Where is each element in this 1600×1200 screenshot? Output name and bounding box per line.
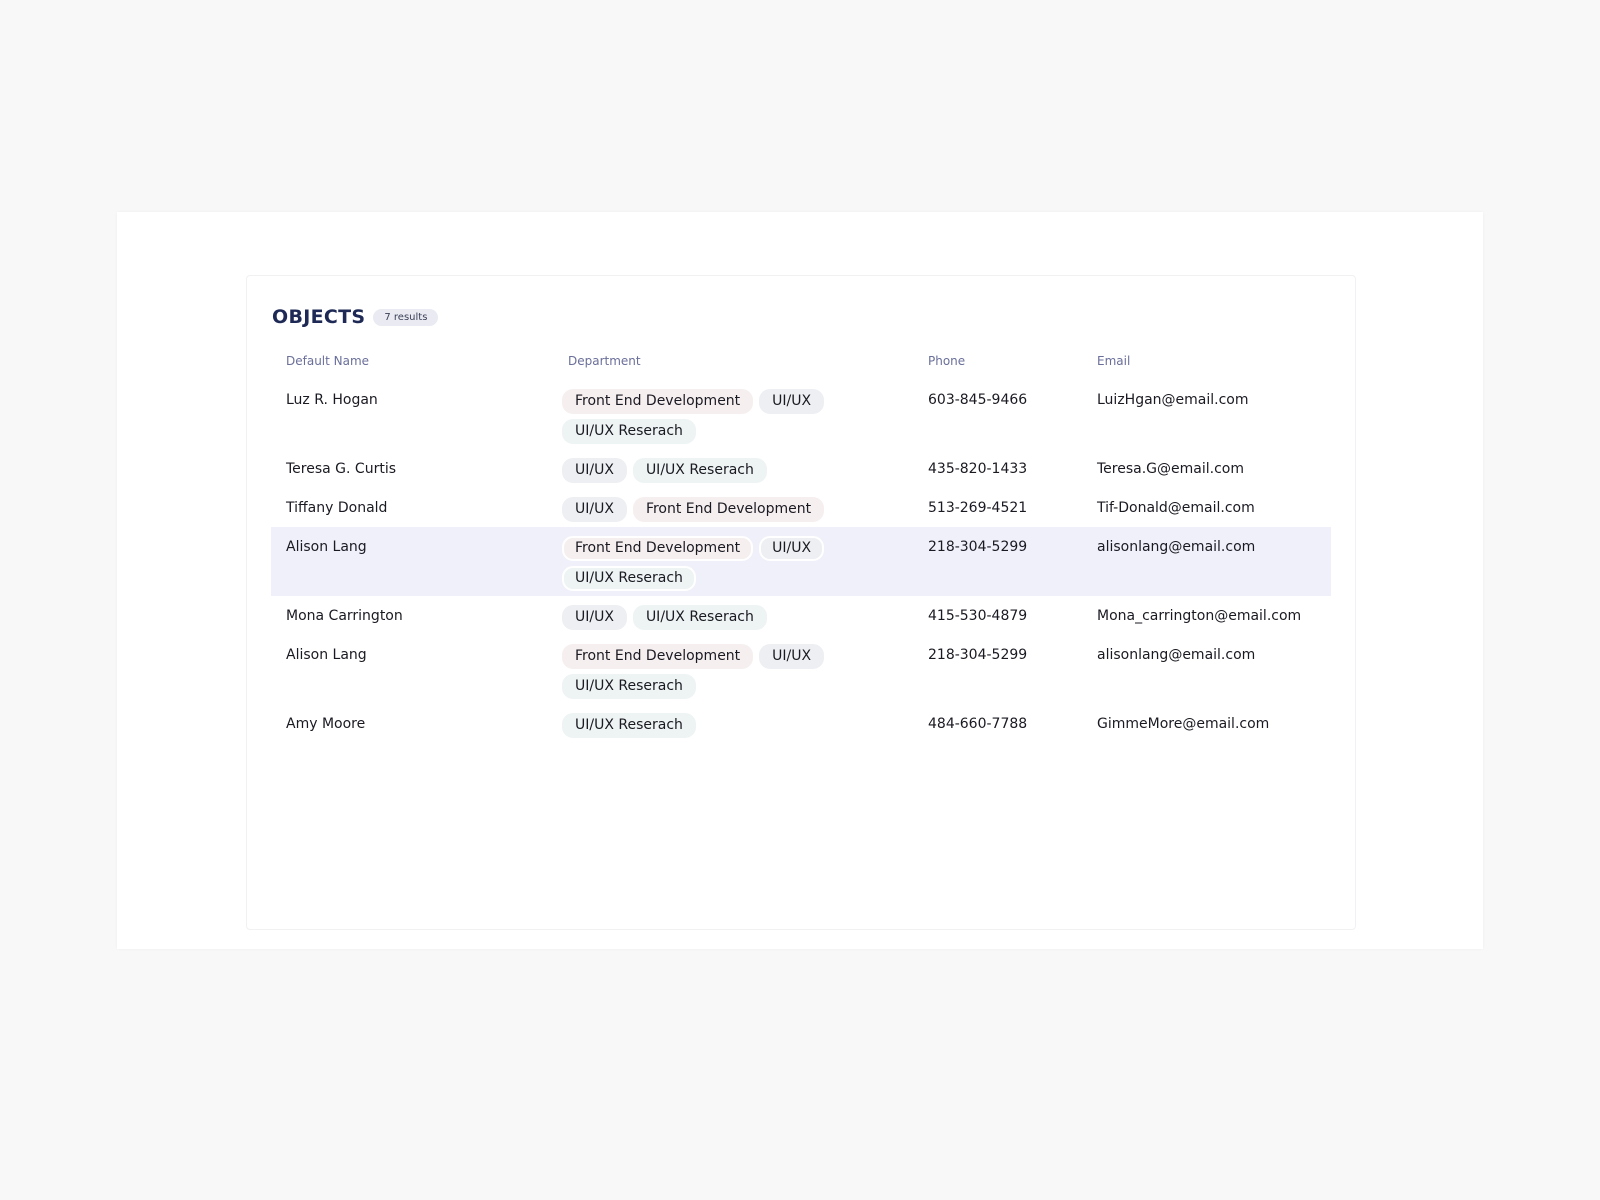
name-cell: Amy Moore: [286, 716, 366, 732]
phone-cell: 513-269-4521: [928, 500, 1028, 516]
name-cell: Tiffany Donald: [286, 500, 388, 516]
department-cell: Front End Development UI/UX UI/UX Reserach: [562, 380, 832, 449]
column-header-department[interactable]: Department: [568, 354, 641, 368]
department-cell: Front End Development UI/UX UI/UX Reserach: [562, 635, 832, 704]
phone-cell: 218-304-5299: [928, 647, 1028, 663]
column-header-email[interactable]: Email: [1097, 354, 1131, 368]
table-row[interactable]: Tiffany Donald 513-269-4521 Tif-Donald@ema…: [271, 488, 1331, 527]
header: OBJECTS 7 results: [272, 306, 439, 328]
department-cell: Front End Development UI/UX UI/UX Reserach: [562, 527, 832, 596]
table-row[interactable]: Alison Lang 218-304-5299 alisonlang@email.…: [271, 527, 1331, 596]
department-cell: UI/UX UI/UX Reserach: [562, 449, 832, 488]
table-row[interactable]: Amy Moore 484-660-7788 GimmeMore@email.com…: [271, 704, 1331, 743]
department-tag: Front End Development: [562, 644, 754, 669]
department-tag: UI/UX: [759, 644, 825, 669]
department-tag: Front End Development: [632, 497, 825, 522]
email-cell: alisonlang@email.com: [1097, 539, 1256, 555]
department-tag: UI/UX Reserach: [562, 674, 696, 699]
phone-cell: 435-820-1433: [928, 461, 1028, 477]
department-tag: UI/UX: [562, 605, 627, 630]
email-cell: Teresa.G@email.com: [1097, 461, 1244, 477]
phone-cell: 415-530-4879: [928, 608, 1028, 624]
table-row[interactable]: Mona Carrington 415-530-4879 Mona_carringt…: [271, 596, 1331, 635]
name-cell: Teresa G. Curtis: [286, 461, 396, 477]
table-row[interactable]: Teresa G. Curtis 435-820-1433 Teresa.G@ema…: [271, 449, 1331, 488]
table-row[interactable]: Luz R. Hogan 603-845-9466 LuizHgan@email.c…: [271, 380, 1331, 449]
email-cell: alisonlang@email.com: [1097, 647, 1256, 663]
department-tag: UI/UX: [759, 536, 825, 561]
department-tag: Front End Development: [562, 536, 754, 561]
department-tag: UI/UX Reserach: [632, 458, 767, 483]
card: OBJECTS 7 results Default Name Departmen…: [117, 212, 1483, 949]
column-header-phone[interactable]: Phone: [928, 354, 966, 368]
department-tag: UI/UX: [562, 497, 627, 522]
department-tag: UI/UX Reserach: [562, 419, 696, 444]
name-cell: Luz R. Hogan: [286, 392, 378, 408]
name-cell: Alison Lang: [286, 539, 367, 555]
department-cell: UI/UX Reserach: [562, 704, 832, 743]
department-tag: UI/UX Reserach: [562, 566, 696, 591]
email-cell: GimmeMore@email.com: [1097, 716, 1270, 732]
email-cell: Mona_carrington@email.com: [1097, 608, 1302, 624]
department-tag: UI/UX Reserach: [562, 713, 696, 738]
department-cell: UI/UX Front End Development: [562, 488, 832, 527]
objects-panel: OBJECTS 7 results Default Name Departmen…: [246, 275, 1356, 930]
column-header-name[interactable]: Default Name: [286, 354, 370, 368]
phone-cell: 484-660-7788: [928, 716, 1028, 732]
table-row[interactable]: Alison Lang 218-304-5299 alisonlang@email.…: [271, 635, 1331, 704]
department-tag: Front End Development: [562, 389, 754, 414]
phone-cell: 218-304-5299: [928, 539, 1028, 555]
department-tag: UI/UX Reserach: [632, 605, 767, 630]
department-tag: UI/UX: [759, 389, 825, 414]
objects-table: Default Name Department Phone Email Luz …: [271, 350, 1331, 743]
phone-cell: 603-845-9466: [928, 392, 1028, 408]
name-cell: Mona Carrington: [286, 608, 403, 624]
results-badge: 7 results: [373, 308, 439, 326]
email-cell: LuizHgan@email.com: [1097, 392, 1249, 408]
department-cell: UI/UX UI/UX Reserach: [562, 596, 832, 635]
email-cell: Tif-Donald@email.com: [1097, 500, 1255, 516]
name-cell: Alison Lang: [286, 647, 367, 663]
page-title: OBJECTS: [272, 306, 366, 328]
department-tag: UI/UX: [562, 458, 627, 483]
table-header: Default Name Department Phone Email: [271, 350, 1331, 380]
